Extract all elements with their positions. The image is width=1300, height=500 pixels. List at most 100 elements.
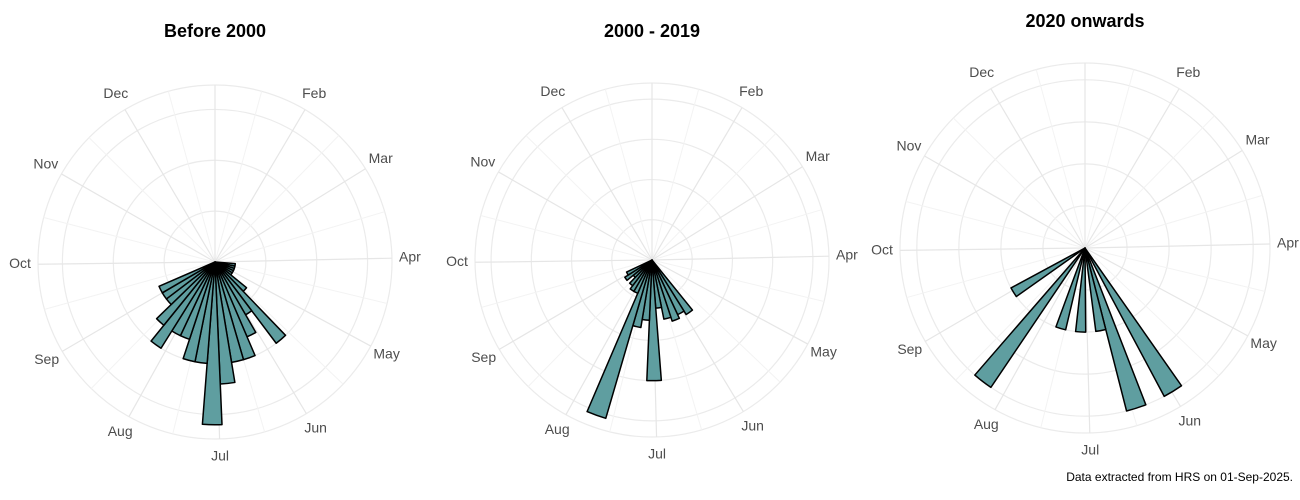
panel: Feb Mar Apr May Jun Jul Aug Sep Oct Nov Dec 2020 on… bbox=[871, 11, 1299, 458]
spoke bbox=[900, 247, 1086, 251]
minor-spoke bbox=[651, 133, 777, 261]
bar bbox=[646, 259, 663, 382]
panel: Feb Mar Apr May Jun Jul Aug Sep Oct Nov Dec 2000 - … bbox=[446, 21, 858, 462]
theta-tick-label: Oct bbox=[871, 241, 893, 257]
theta-tick-label: Dec bbox=[103, 85, 128, 101]
minor-spoke bbox=[651, 89, 700, 261]
bar bbox=[974, 247, 1086, 389]
minor-spoke bbox=[214, 261, 388, 304]
theta-tick-label: Oct bbox=[446, 253, 468, 269]
bar bbox=[155, 261, 216, 327]
theta-tick-label: Nov bbox=[896, 138, 921, 154]
minor-spoke bbox=[651, 259, 825, 302]
bar bbox=[158, 261, 216, 294]
spoke bbox=[475, 259, 653, 263]
minor-spoke bbox=[1084, 194, 1263, 249]
bar bbox=[1084, 247, 1107, 333]
spoke bbox=[651, 166, 803, 261]
theta-tick-label: Jun bbox=[1178, 413, 1201, 429]
bar bbox=[651, 259, 681, 322]
minor-spoke bbox=[906, 247, 1086, 299]
chart-title: 2000 - 2019 bbox=[604, 21, 700, 41]
theta-tick-label: Jun bbox=[741, 418, 764, 434]
bar bbox=[1084, 247, 1147, 412]
theta-tick-label: Feb bbox=[739, 83, 763, 99]
theta-tick-label: Jul bbox=[211, 448, 229, 464]
minor-spoke bbox=[480, 215, 653, 261]
minor-spoke bbox=[481, 259, 653, 308]
minor-spoke bbox=[905, 201, 1086, 249]
spoke bbox=[1084, 88, 1180, 249]
theta-tick-label: Nov bbox=[470, 154, 495, 170]
theta-tick-label: Jun bbox=[304, 420, 327, 436]
bar bbox=[651, 259, 672, 320]
minor-spoke bbox=[955, 247, 1086, 381]
spoke bbox=[61, 173, 216, 263]
theta-tick-label: May bbox=[1250, 335, 1276, 351]
bar bbox=[1055, 247, 1086, 331]
theta-tick-label: Feb bbox=[302, 85, 326, 101]
spoke bbox=[214, 168, 366, 263]
minor-spoke bbox=[651, 259, 781, 383]
chart-title: Before 2000 bbox=[164, 21, 266, 41]
theta-tick-label: Dec bbox=[540, 83, 565, 99]
bar bbox=[586, 259, 653, 420]
bar bbox=[150, 261, 216, 349]
theta-tick-label: May bbox=[373, 345, 399, 361]
spoke bbox=[651, 107, 743, 261]
theta-tick-label: May bbox=[810, 343, 836, 359]
bar bbox=[625, 259, 653, 276]
spoke bbox=[994, 247, 1086, 410]
minor-spoke bbox=[167, 91, 216, 263]
theta-tick-label: Oct bbox=[9, 255, 31, 271]
panel: Feb Mar Apr May Jun Jul Aug Sep Oct Nov Dec Before … bbox=[9, 21, 421, 464]
theta-tick-label: Feb bbox=[1176, 64, 1200, 80]
spoke bbox=[651, 255, 829, 261]
theta-tick-label: Sep bbox=[897, 341, 922, 357]
spoke bbox=[1084, 247, 1249, 337]
theta-tick-label: Mar bbox=[369, 150, 393, 166]
minor-spoke bbox=[525, 135, 653, 261]
minor-spoke bbox=[952, 117, 1086, 249]
minor-spoke bbox=[43, 217, 216, 263]
spoke bbox=[1084, 149, 1243, 249]
theta-tick-label: Aug bbox=[974, 416, 999, 432]
theta-tick-label: Dec bbox=[969, 64, 994, 80]
spoke bbox=[651, 259, 809, 345]
minor-spoke bbox=[1084, 247, 1220, 377]
minor-spoke bbox=[214, 211, 385, 263]
spoke bbox=[990, 88, 1086, 249]
spoke bbox=[498, 171, 653, 261]
bar bbox=[214, 261, 287, 345]
bar bbox=[201, 261, 223, 426]
theta-tick-label: Nov bbox=[33, 156, 58, 172]
caption: Data extracted from HRS on 01-Sep-2025. bbox=[1066, 470, 1293, 484]
minor-spoke bbox=[214, 91, 263, 263]
minor-spoke bbox=[1084, 115, 1215, 249]
spoke bbox=[924, 155, 1086, 249]
theta-tick-label: Jul bbox=[1081, 442, 1099, 458]
spoke bbox=[498, 259, 653, 350]
minor-spoke bbox=[44, 261, 216, 310]
theta-tick-label: Aug bbox=[545, 421, 570, 437]
theta-tick-label: Mar bbox=[1245, 132, 1269, 148]
spoke bbox=[38, 261, 216, 265]
bar bbox=[651, 259, 694, 316]
spoke bbox=[214, 261, 372, 347]
theta-tick-label: Mar bbox=[806, 148, 830, 164]
theta-tick-label: Jul bbox=[648, 446, 666, 462]
spoke bbox=[124, 109, 216, 263]
minor-spoke bbox=[1035, 69, 1086, 249]
minor-spoke bbox=[651, 209, 822, 261]
spoke bbox=[214, 257, 392, 263]
theta-tick-label: Apr bbox=[1277, 234, 1299, 250]
theta-tick-label: Apr bbox=[836, 247, 858, 263]
theta-tick-label: Apr bbox=[399, 249, 421, 265]
theta-tick-label: Aug bbox=[108, 423, 133, 439]
minor-spoke bbox=[88, 137, 216, 263]
bar bbox=[1074, 247, 1087, 333]
theta-tick-label: Sep bbox=[471, 349, 496, 365]
minor-spoke bbox=[604, 89, 653, 261]
spoke bbox=[561, 107, 653, 261]
